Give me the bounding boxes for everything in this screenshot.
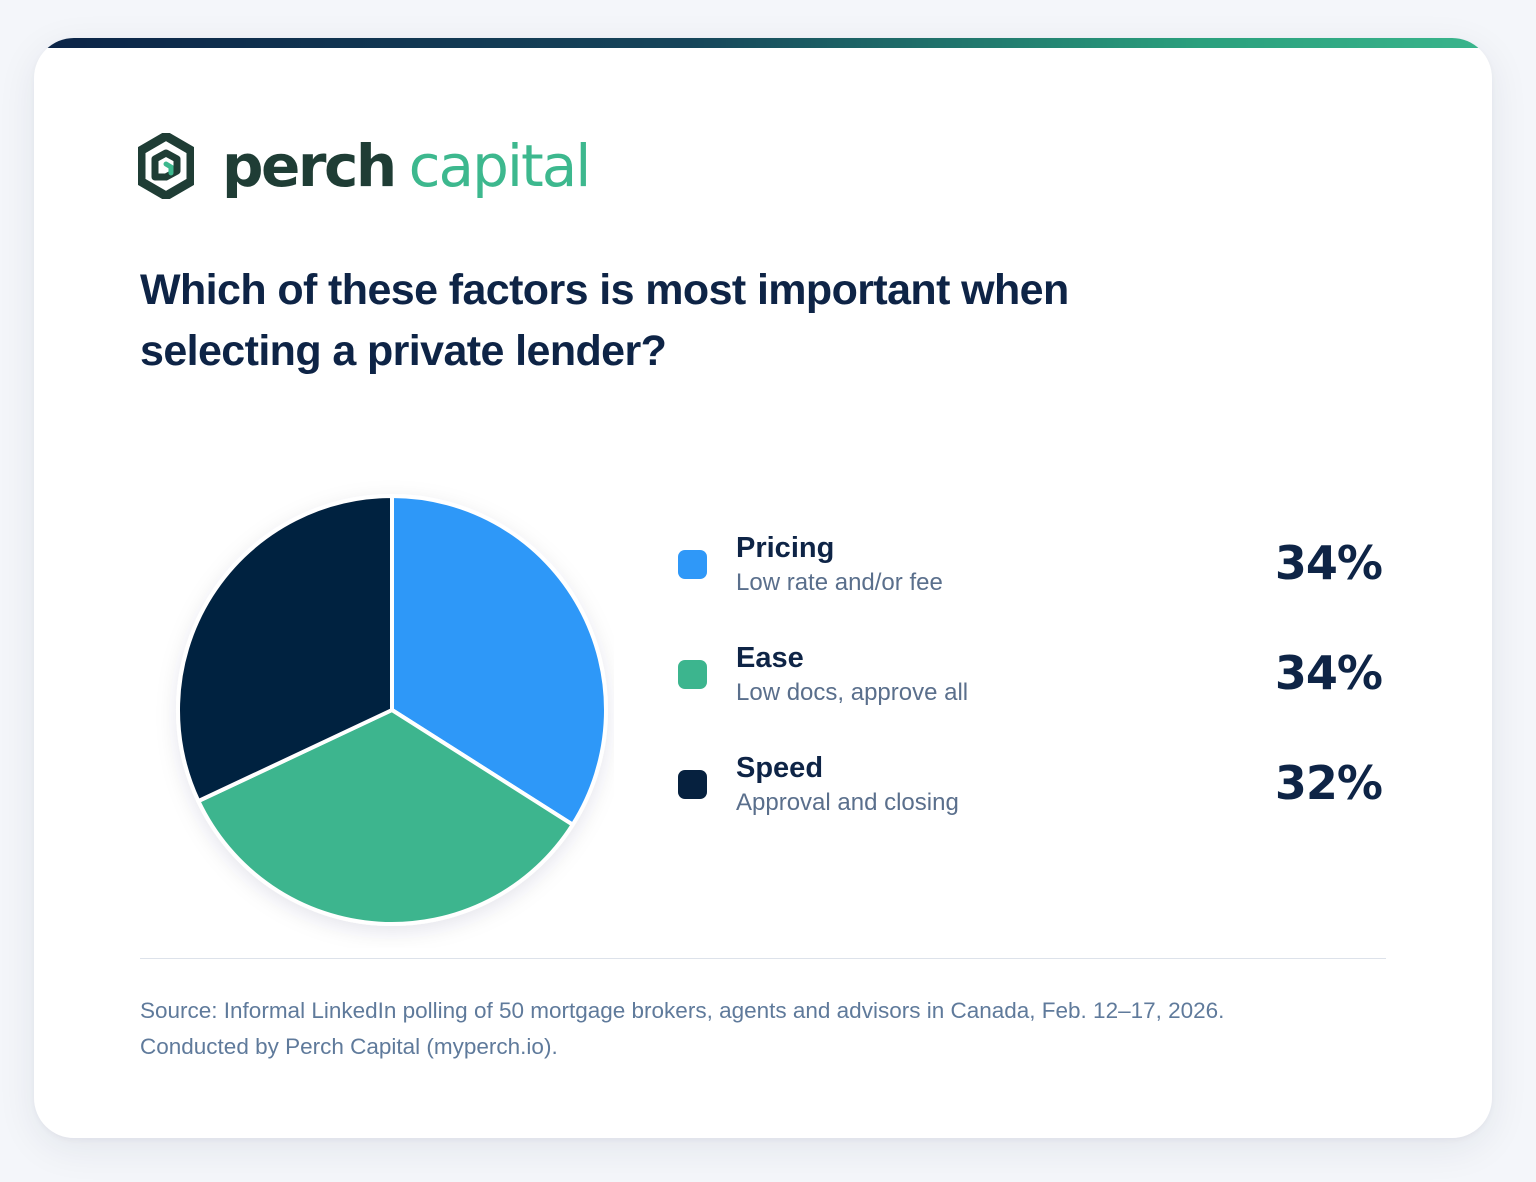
legend-label-ease: Ease <box>736 642 804 674</box>
legend-value-pricing: 34% <box>1274 536 1383 590</box>
legend-value-speed: 32% <box>1274 756 1383 810</box>
pie-slice-ease <box>196 708 575 926</box>
pie-chart <box>176 494 609 926</box>
source-note: Source: Informal LinkedIn polling of 50 … <box>140 993 1390 1065</box>
infographic-card: perch capital Which of these factors is … <box>34 38 1492 1138</box>
legend-item-pricing: Pricing Low rate and/or fee 34% <box>674 526 1386 636</box>
legend-label-pricing: Pricing <box>736 532 835 564</box>
pie-slice-speed <box>176 494 394 804</box>
legend-sublabel-speed: Approval and closing <box>736 789 959 816</box>
legend-swatch-speed <box>678 770 707 799</box>
brand-name-capital: capital <box>408 132 592 200</box>
legend-item-ease: Ease Low docs, approve all 34% <box>674 636 1386 746</box>
source-line-1: Source: Informal LinkedIn polling of 50 … <box>140 998 1225 1023</box>
legend-item-speed: Speed Approval and closing 32% <box>674 746 1386 856</box>
chart-legend: Pricing Low rate and/or fee 34% Ease Low… <box>674 526 1386 856</box>
legend-label-speed: Speed <box>736 752 824 784</box>
legend-value-ease: 34% <box>1274 646 1383 700</box>
perch-hexagon-logo-icon <box>138 133 194 199</box>
legend-sublabel-ease: Low docs, approve all <box>736 679 969 706</box>
footer-divider <box>140 958 1386 959</box>
legend-sublabel-pricing: Low rate and/or fee <box>736 569 943 596</box>
brand-name-perch: perch <box>222 132 397 200</box>
source-line-2: Conducted by Perch Capital (myperch.io). <box>140 1034 558 1059</box>
chart-title: Which of these factors is most important… <box>140 266 1069 375</box>
brand-logo: perch capital <box>138 130 592 202</box>
legend-swatch-ease <box>678 660 707 689</box>
top-accent-bar <box>34 38 1492 48</box>
legend-swatch-pricing <box>678 550 707 579</box>
